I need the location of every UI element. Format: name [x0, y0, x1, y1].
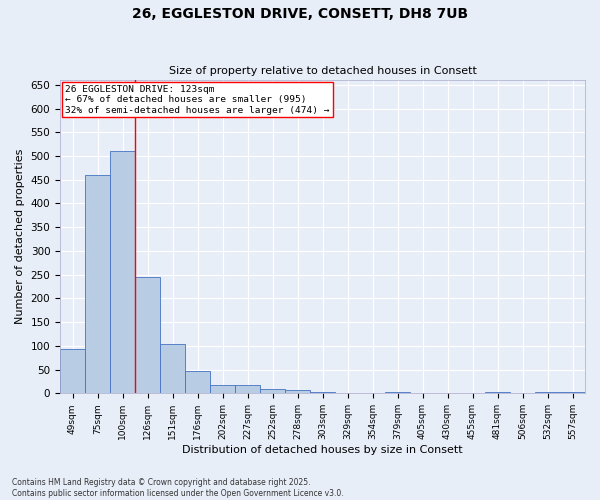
Text: 26, EGGLESTON DRIVE, CONSETT, DH8 7UB: 26, EGGLESTON DRIVE, CONSETT, DH8 7UB: [132, 8, 468, 22]
Bar: [210, 385, 235, 394]
Bar: [60, 349, 85, 394]
Bar: [385, 392, 410, 394]
Bar: [110, 152, 135, 394]
Bar: [560, 392, 585, 394]
Bar: [85, 175, 110, 394]
Bar: [260, 388, 285, 394]
Y-axis label: Number of detached properties: Number of detached properties: [15, 149, 25, 324]
Bar: [285, 390, 310, 394]
Bar: [310, 392, 335, 394]
Bar: [185, 370, 210, 394]
Bar: [135, 277, 160, 394]
Bar: [485, 392, 510, 394]
Text: Contains HM Land Registry data © Crown copyright and database right 2025.
Contai: Contains HM Land Registry data © Crown c…: [12, 478, 344, 498]
Bar: [235, 385, 260, 394]
Bar: [160, 344, 185, 394]
Bar: [535, 392, 560, 394]
X-axis label: Distribution of detached houses by size in Consett: Distribution of detached houses by size …: [182, 445, 463, 455]
Text: 26 EGGLESTON DRIVE: 123sqm
← 67% of detached houses are smaller (995)
32% of sem: 26 EGGLESTON DRIVE: 123sqm ← 67% of deta…: [65, 85, 330, 114]
Title: Size of property relative to detached houses in Consett: Size of property relative to detached ho…: [169, 66, 476, 76]
